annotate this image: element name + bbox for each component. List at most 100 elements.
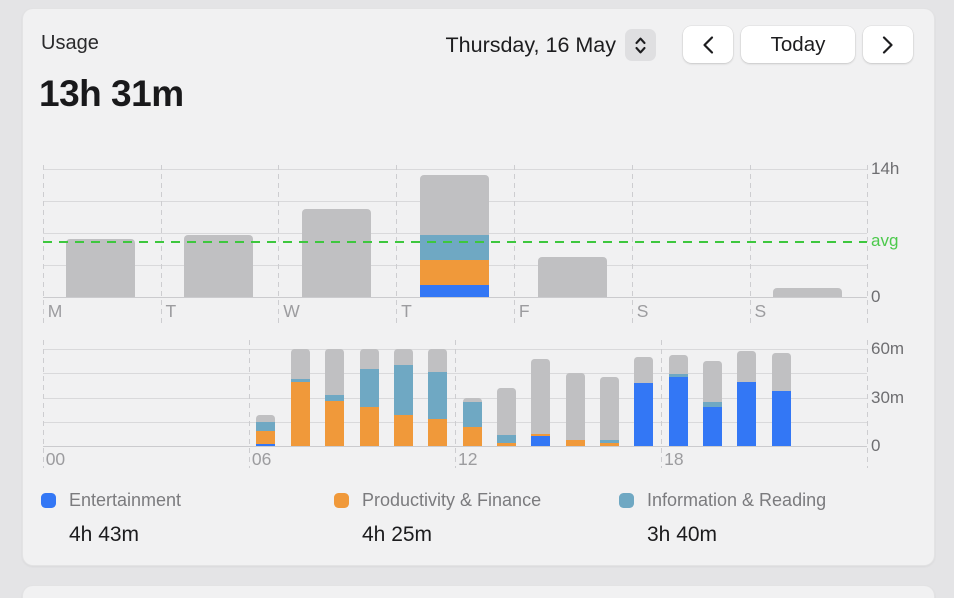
hourly-divider-6 [248, 340, 250, 468]
hour-bar-segment-other [634, 357, 654, 384]
weekly-day-label-0: M [47, 301, 63, 321]
weekly-day-label-3: T [401, 301, 412, 321]
hour-bar-segment-productivity [325, 400, 345, 446]
hour-bar-21 [771, 353, 791, 446]
hour-bar-15 [565, 373, 585, 446]
week-bar-W-2[interactable] [302, 209, 371, 297]
week-bar-S-6[interactable] [773, 288, 843, 297]
week-bar-segment-information [419, 235, 489, 260]
next-section-card-partial [22, 585, 935, 598]
hour-bar-segment-information [325, 395, 345, 401]
hour-bar-segment-other [462, 397, 482, 403]
weekly-gridline-14h [42, 169, 868, 171]
hour-bar-13 [496, 387, 516, 446]
hour-bar-segment-productivity [393, 415, 413, 446]
hour-bar-18 [668, 354, 688, 446]
hour-bar-segment-information [462, 402, 482, 427]
legend-value-1: 4h 25m [362, 523, 433, 546]
weekly-day-divider-2 [278, 165, 280, 323]
weekly-day-divider-7 [867, 165, 869, 323]
hour-bar-segment-other [359, 349, 379, 369]
hour-bar-segment-entertainment [531, 436, 551, 446]
date-picker[interactable]: Thursday, 16 May [446, 29, 656, 61]
hour-bar-14 [531, 358, 551, 446]
legend-swatch-1 [334, 493, 349, 508]
hour-bar-segment-information [496, 434, 516, 443]
hour-bar-12 [462, 397, 482, 446]
hour-bar-segment-entertainment [634, 383, 654, 446]
weekly-day-label-5: S [636, 301, 649, 321]
hourly-axis-label-0: 0 [871, 436, 881, 455]
hour-bar-segment-other [256, 415, 276, 422]
hour-bar-segment-entertainment [256, 444, 276, 446]
hour-bar-segment-other [393, 349, 413, 366]
hour-bar-6 [256, 415, 276, 446]
weekly-day-divider-0 [42, 165, 44, 323]
hour-bar-segment-productivity [531, 433, 551, 437]
hour-bar-segment-productivity [256, 431, 276, 445]
previous-day-button[interactable] [683, 26, 733, 63]
hour-bar-9 [359, 349, 379, 446]
hour-bar-segment-other [531, 358, 551, 434]
hourly-tick-label-12: 12 [457, 449, 478, 469]
hour-bar-segment-information [703, 402, 723, 408]
weekly-day-label-6: S [754, 301, 767, 321]
legend-swatch-0 [41, 493, 56, 508]
week-bar-F-4[interactable] [537, 257, 607, 297]
hourly-divider-0 [42, 340, 44, 468]
hour-bar-segment-other [771, 353, 791, 392]
hour-bar-segment-productivity [290, 381, 310, 446]
hour-bar-segment-productivity [496, 442, 516, 446]
hour-bar-17 [634, 357, 654, 446]
hourly-tick-label-00: 00 [45, 449, 66, 469]
hourly-tick-label-18: 18 [664, 449, 684, 469]
legend-value-0: 4h 43m [69, 523, 140, 546]
week-bar-segment-other [773, 288, 843, 297]
date-nav-group: Today [683, 26, 913, 63]
hour-bar-segment-entertainment [737, 381, 757, 446]
weekly-axis-label-zero: 0 [871, 287, 881, 306]
hourly-divider-24 [867, 340, 869, 468]
hour-bar-segment-other [325, 349, 345, 396]
legend-item-2: Information & Reading [619, 490, 826, 511]
week-bar-segment-other [184, 235, 254, 297]
hour-bar-segment-information [290, 379, 310, 382]
week-bar-M-0[interactable] [66, 238, 136, 297]
hour-bar-11 [428, 349, 448, 446]
date-stepper[interactable] [625, 29, 656, 61]
week-bar-T-3[interactable] [419, 174, 489, 297]
hourly-axis-label-30m: 30m [871, 387, 905, 407]
weekly-average-line [42, 241, 868, 244]
week-bar-T-1[interactable] [184, 235, 254, 297]
hour-bar-16 [600, 376, 620, 446]
hour-bar-segment-information [256, 421, 276, 432]
hourly-divider-18 [661, 340, 663, 468]
hour-bar-segment-information [600, 440, 620, 443]
legend-label-0: Entertainment [69, 490, 182, 510]
usage-card: Usage 13h 31m Thursday, 16 May Today [22, 8, 935, 566]
hour-bar-segment-productivity [359, 407, 379, 446]
weekly-day-divider-5 [631, 165, 633, 323]
chevron-right-icon [882, 35, 893, 54]
page-title: Usage [41, 32, 99, 54]
hour-bar-segment-productivity [600, 442, 620, 446]
next-day-button[interactable] [863, 26, 913, 63]
hour-bar-segment-productivity [565, 439, 585, 446]
chevron-left-icon [703, 35, 714, 54]
hour-bar-segment-other [703, 360, 723, 403]
week-bar-segment-entertainment [419, 285, 489, 297]
hour-bar-segment-other [737, 350, 757, 382]
total-usage-value: 13h 31m [39, 73, 184, 114]
week-bar-segment-productivity [419, 259, 489, 286]
today-button[interactable]: Today [741, 26, 855, 63]
hour-bar-19 [703, 360, 723, 446]
week-bar-segment-other [66, 238, 136, 297]
hourly-axis-label-60m: 60m [871, 339, 905, 359]
hour-bar-segment-entertainment [703, 407, 723, 446]
weekly-day-label-2: W [283, 301, 300, 321]
hourly-tick-label-06: 06 [251, 449, 272, 469]
hour-bar-segment-other [565, 373, 585, 440]
weekly-day-label-1: T [165, 301, 177, 321]
week-bar-segment-other [302, 209, 371, 297]
weekly-day-divider-1 [160, 165, 162, 323]
